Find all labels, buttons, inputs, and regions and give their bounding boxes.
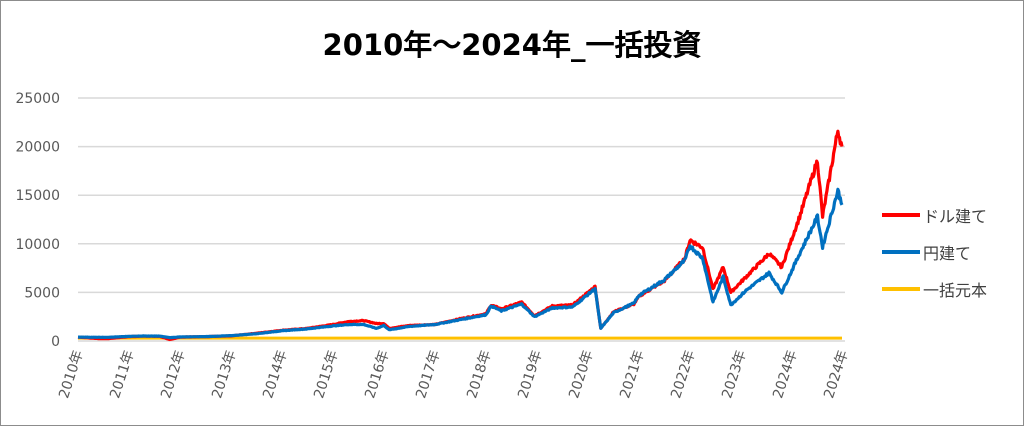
series-line-dollar [77, 129, 844, 342]
legend-label-yen: 円建て [923, 244, 972, 263]
x-tick-label: 2016年 [362, 348, 393, 400]
legend-item-principal: 一括元本 [882, 277, 987, 301]
chart-title: 2010年～2024年_一括投資 [322, 28, 702, 62]
x-tick-label: 2017年 [413, 348, 444, 400]
x-tick-label: 2019年 [515, 348, 546, 400]
series-line-yen [77, 187, 844, 340]
x-tick-label: 2024年 [821, 348, 852, 400]
x-tick-label: 2012年 [158, 348, 189, 400]
x-tick-label: 2015年 [311, 348, 342, 400]
y-tick-label: 15000 [15, 188, 60, 204]
x-tick-label: 2010年 [56, 348, 87, 400]
x-tick-label: 2021年 [617, 348, 648, 400]
y-tick-label: 20000 [15, 140, 60, 156]
x-tick-label: 2013年 [209, 348, 240, 400]
x-tick-label: 2014年 [260, 348, 291, 400]
legend-item-yen: 円建て [882, 240, 971, 264]
x-tick-label: 2023年 [719, 348, 750, 400]
x-tick-label: 2018年 [464, 348, 495, 400]
y-tick-label: 25000 [15, 91, 60, 107]
legend-swatch-dollar [882, 213, 920, 217]
legend-label-principal: 一括元本 [923, 281, 988, 300]
x-tick-label: 2020年 [566, 348, 597, 400]
legend-label-dollar: ドル建て [923, 207, 988, 226]
x-tick-label: 2024年 [770, 348, 801, 400]
y-tick-label: 0 [51, 334, 60, 350]
legend-item-dollar: ドル建て [882, 203, 987, 227]
legend-swatch-principal [882, 287, 920, 291]
legend-swatch-yen [882, 250, 920, 254]
y-tick-label: 10000 [15, 237, 60, 253]
x-tick-label: 2011年 [107, 348, 138, 400]
y-tick-label: 5000 [24, 285, 60, 301]
x-tick-label: 2022年 [668, 348, 699, 400]
